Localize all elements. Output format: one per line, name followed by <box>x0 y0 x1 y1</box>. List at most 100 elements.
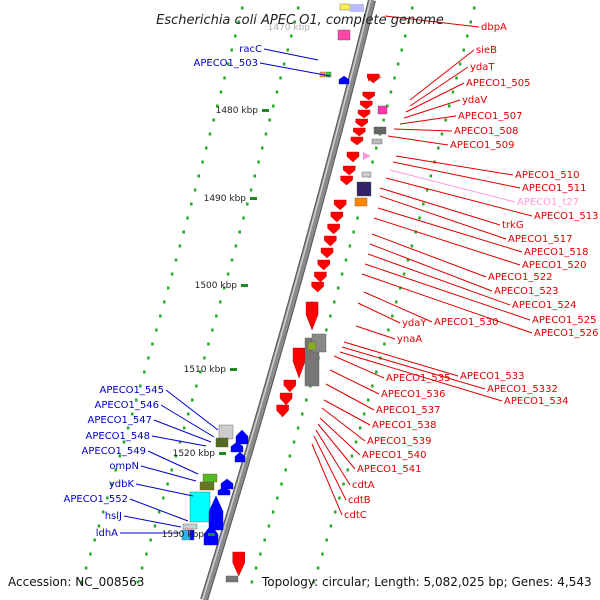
gene-label-APECO1_539[interactable]: APECO1_539 <box>367 436 432 447</box>
plus-strand-gene[interactable] <box>311 281 324 293</box>
gene-label-APECO1_524[interactable]: APECO1_524 <box>512 300 577 311</box>
gene-label-APECO1_508[interactable]: APECO1_508 <box>454 126 519 137</box>
plus-strand-gene[interactable] <box>279 392 293 406</box>
gene-label-APECO1_503[interactable]: APECO1_503 <box>194 58 259 69</box>
gene-box[interactable] <box>361 171 372 178</box>
gene-box[interactable] <box>189 529 195 541</box>
gene-box[interactable] <box>377 105 388 115</box>
plus-strand-gene[interactable] <box>353 127 366 137</box>
minus-strand-gene[interactable] <box>217 486 231 496</box>
plus-strand-gene[interactable] <box>324 235 337 247</box>
plus-strand-gene[interactable] <box>362 91 375 101</box>
gene-label-APECO1_507[interactable]: APECO1_507 <box>458 111 523 122</box>
gene-label-hslJ[interactable]: hslJ <box>105 511 122 522</box>
gene-label-APECO1_513[interactable]: APECO1_513 <box>534 211 599 222</box>
gene-box[interactable] <box>189 491 211 523</box>
gene-label-APECO1_545[interactable]: APECO1_545 <box>100 385 165 396</box>
gene-box[interactable] <box>371 138 383 145</box>
gene-box[interactable] <box>215 437 229 448</box>
gene-label-APECO1_505[interactable]: APECO1_505 <box>466 78 531 89</box>
gene-box[interactable] <box>182 523 198 530</box>
gene-box[interactable] <box>373 126 387 135</box>
gene-label-APECO1_540[interactable]: APECO1_540 <box>362 450 427 461</box>
plus-strand-gene[interactable] <box>330 211 344 223</box>
plus-strand-gene[interactable] <box>292 347 306 379</box>
plus-strand-gene[interactable] <box>305 301 319 331</box>
gene-label-APECO1_536[interactable]: APECO1_536 <box>381 389 446 400</box>
gene-label-APECO1_522[interactable]: APECO1_522 <box>488 272 553 283</box>
gene-label-APECO1_510[interactable]: APECO1_510 <box>515 170 580 181</box>
gene-label-APECO1_526[interactable]: APECO1_526 <box>534 328 599 339</box>
plus-strand-gene[interactable] <box>340 175 353 186</box>
gene-label-APECO1_525[interactable]: APECO1_525 <box>532 315 597 326</box>
gene-box[interactable] <box>337 29 351 41</box>
gene-label-APECO1_538[interactable]: APECO1_538 <box>372 420 437 431</box>
plus-strand-gene[interactable] <box>343 165 356 176</box>
plus-strand-gene[interactable] <box>317 259 330 271</box>
rna-gene[interactable] <box>362 152 371 160</box>
gene-box[interactable] <box>307 341 317 351</box>
gene-label-cdtB[interactable]: cdtB <box>348 495 371 506</box>
plus-strand-gene[interactable] <box>327 223 340 235</box>
minus-strand-gene[interactable] <box>350 4 364 12</box>
plus-strand-gene[interactable] <box>314 271 327 283</box>
gene-label-APECO1_518[interactable]: APECO1_518 <box>524 247 589 258</box>
gene-box[interactable] <box>199 481 215 491</box>
gene-label-APECO1_547[interactable]: APECO1_547 <box>88 415 153 426</box>
gene-label-APECO1_511[interactable]: APECO1_511 <box>522 183 587 194</box>
gene-label-APECO1_535[interactable]: APECO1_535 <box>386 373 451 384</box>
gene-label-racC[interactable]: racC <box>239 44 262 55</box>
gene-label-ompN[interactable]: ompN <box>109 461 139 472</box>
gene-label-sieB[interactable]: sieB <box>476 45 497 56</box>
gene-box[interactable] <box>325 71 332 78</box>
plus-strand-gene[interactable] <box>283 379 297 393</box>
gene-box[interactable] <box>354 197 368 207</box>
gene-label-APECO1_548[interactable]: APECO1_548 <box>86 431 151 442</box>
gene-label-APECO1_530[interactable]: APECO1_530 <box>434 317 499 328</box>
plus-strand-gene[interactable] <box>276 404 289 418</box>
plus-strand-gene[interactable] <box>360 100 373 110</box>
gene-label-APECO1_534[interactable]: APECO1_534 <box>504 396 569 407</box>
gene-box[interactable] <box>202 473 218 483</box>
plus-strand-gene[interactable] <box>355 118 368 128</box>
gene-label-ydbK[interactable]: ydbK <box>109 479 135 490</box>
gene-label-ynaA[interactable]: ynaA <box>397 334 422 345</box>
gene-label-APECO1_549[interactable]: APECO1_549 <box>82 446 147 457</box>
gene-label-APECO1_509[interactable]: APECO1_509 <box>450 140 515 151</box>
gene-box[interactable] <box>218 424 234 440</box>
gene-label-ydaV[interactable]: ydaV <box>462 95 487 106</box>
gene-label-ldhA[interactable]: ldhA <box>96 528 118 539</box>
gene-label-APECO1_t27[interactable]: APECO1_t27 <box>517 197 579 208</box>
gene-label-APECO1_523[interactable]: APECO1_523 <box>494 286 559 297</box>
gene-label-cdtA[interactable]: cdtA <box>352 480 375 491</box>
minus-strand-gene[interactable] <box>230 441 244 453</box>
plus-strand-gene[interactable] <box>350 136 364 146</box>
minus-strand-gene[interactable] <box>338 75 350 85</box>
minus-strand-gene[interactable] <box>235 429 249 445</box>
gene-label-APECO1_552[interactable]: APECO1_552 <box>64 494 129 505</box>
plus-strand-gene[interactable] <box>333 199 347 211</box>
gene-box[interactable] <box>356 181 372 197</box>
gene-label-APECO1_533[interactable]: APECO1_533 <box>460 371 525 382</box>
gene-label-APECO1_537[interactable]: APECO1_537 <box>376 405 441 416</box>
minus-strand-gene[interactable] <box>208 495 224 531</box>
gene-label-APECO1_546[interactable]: APECO1_546 <box>95 400 160 411</box>
gene-label-APECO1_5332[interactable]: APECO1_5332 <box>487 384 558 395</box>
plus-strand-gene[interactable] <box>232 551 245 577</box>
minus-strand-gene[interactable] <box>234 451 246 463</box>
gene-label-APECO1_520[interactable]: APECO1_520 <box>522 260 587 271</box>
gene-label-trkG[interactable]: trkG <box>502 220 524 231</box>
plus-strand-gene[interactable] <box>346 151 360 163</box>
gene-label-APECO1_517[interactable]: APECO1_517 <box>508 234 573 245</box>
gene-label-APECO1_541[interactable]: APECO1_541 <box>357 464 422 475</box>
plus-strand-gene[interactable] <box>357 109 371 119</box>
gene-label-dbpA[interactable]: dbpA <box>481 22 507 33</box>
gene-box[interactable] <box>225 575 239 583</box>
gene-label-cdtC[interactable]: cdtC <box>344 510 367 521</box>
plus-strand-gene[interactable] <box>320 247 334 259</box>
gene-labels[interactable]: racC APECO1_503 APECO1_545 APECO1_546 APECO1… <box>64 22 599 539</box>
plus-strand-gene[interactable] <box>368 74 382 81</box>
gene-box[interactable] <box>339 3 351 11</box>
gene-label-ydaY[interactable]: ydaY <box>402 318 427 329</box>
gene-label-ydaT[interactable]: ydaT <box>470 62 495 73</box>
